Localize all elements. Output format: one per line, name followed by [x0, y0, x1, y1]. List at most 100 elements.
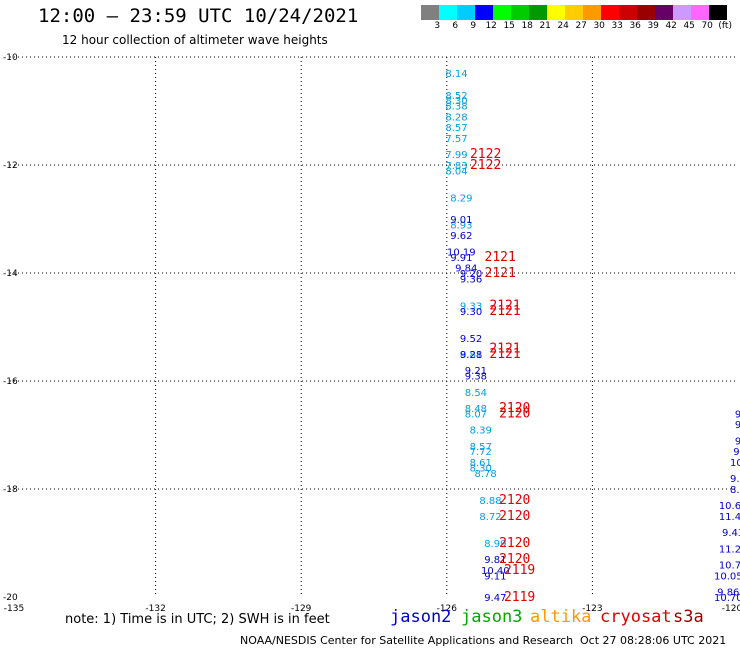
- time-label: 2121: [489, 347, 520, 362]
- swh-value-label: 10.64: [719, 501, 740, 512]
- footer-note: note: 1) Time is in UTC; 2) SWH is in fe…: [65, 612, 330, 627]
- swh-value-label: 7.72: [470, 447, 492, 458]
- time-label: 2120: [499, 536, 530, 551]
- colorbar-label: 24: [557, 21, 569, 31]
- swh-value-label: 8.48: [465, 404, 487, 415]
- colorbar-label: (ft): [718, 21, 732, 31]
- swh-value-label: 9: [735, 436, 740, 447]
- colorbar-swatch: [583, 5, 601, 20]
- swh-value-label: 9.01: [450, 215, 472, 226]
- colorbar-swatch: [457, 5, 475, 20]
- swh-value-label: 9: [735, 420, 740, 431]
- swh-value-label: 10.70: [714, 593, 740, 604]
- colorbar-label: 21: [539, 21, 551, 31]
- swh-value-label: 8.57: [470, 442, 492, 453]
- colorbar-labels: 3 6 9 12 15 18 21 24 27 30 33 36 39 42 45 70 (ft): [421, 21, 732, 35]
- colorbar-label: 70: [701, 21, 713, 31]
- swh-value-label: 9.28: [460, 350, 482, 361]
- time-label: 2121: [489, 298, 520, 313]
- time-label: 2120: [499, 493, 530, 508]
- chart-subtitle: 12 hour collection of altimeter wave hei…: [62, 33, 328, 47]
- x-tick-label: -132: [145, 604, 165, 614]
- time-label: 2121: [485, 250, 516, 265]
- colorbar-swatch: [529, 5, 547, 20]
- swh-value-label: 9.33: [460, 301, 482, 312]
- credit-line: NOAA/NESDIS Center for Satellite Applica…: [240, 634, 574, 647]
- swh-value-label: 7.83: [445, 161, 467, 172]
- colorbar-label: 42: [665, 21, 677, 31]
- swh-value-label: 9.43: [722, 528, 740, 539]
- swh-value-label: 9.62: [450, 231, 472, 242]
- swh-value-label: 8.88: [479, 496, 501, 507]
- time-label: 2119: [504, 590, 535, 605]
- colorbar-label: 30: [593, 21, 605, 31]
- swh-value-label: 8.57: [445, 123, 467, 134]
- time-label: 2122: [470, 158, 501, 173]
- swh-value-label: 9.11: [484, 571, 506, 582]
- colorbar-swatch: [673, 5, 691, 20]
- x-tick-label: -129: [291, 604, 312, 614]
- x-tick-label: -120: [722, 604, 740, 614]
- swh-value-label: 11.26: [719, 544, 740, 555]
- swh-value-label: 10.19: [447, 247, 476, 258]
- swh-value-label: 8.78: [474, 469, 496, 480]
- colorbar-swatch: [547, 5, 565, 20]
- legend-s3a: s3a: [673, 607, 704, 627]
- colorbar-swatch: [493, 5, 511, 20]
- swh-value-label: 8.54: [465, 388, 487, 399]
- legend-jason3: jason3: [461, 607, 523, 627]
- time-label: 2120: [499, 401, 530, 416]
- colorbar-label: 36: [629, 21, 641, 31]
- time-label: 2121: [485, 266, 516, 281]
- colorbar-label: 39: [647, 21, 659, 31]
- swh-value-label: 10.: [730, 458, 740, 469]
- colorbar-swatch: [421, 5, 439, 20]
- swh-value-label: 9.86: [717, 588, 739, 599]
- legend-jason2: jason2: [390, 607, 452, 627]
- time-label: 2120: [499, 509, 530, 524]
- colorbar-label: 45: [683, 21, 695, 31]
- time-label: 2121: [489, 342, 520, 357]
- swh-value-label: 7.57: [445, 134, 467, 145]
- colorbar-label: 9: [470, 21, 477, 31]
- y-tick-label: -14: [3, 269, 18, 279]
- y-tick-label: -16: [3, 377, 18, 387]
- swh-value-label: 9.7: [730, 474, 740, 485]
- swh-value-label: 8.81: [460, 350, 482, 361]
- swh-value-label: 8.52: [445, 91, 467, 102]
- swh-value-label: 8.30: [470, 463, 492, 474]
- swh-value-label: 8.28: [445, 112, 467, 123]
- x-tick-label: -126: [437, 604, 458, 614]
- generation-timestamp: Oct 27 08:28:06 UTC 2021: [580, 634, 727, 647]
- legend-cryosat: cryosat: [600, 607, 672, 627]
- time-label: 2121: [489, 304, 520, 319]
- swh-value-label: 9: [735, 409, 740, 420]
- swh-value-label: 11.41: [719, 512, 740, 523]
- colorbar-label: 6: [452, 21, 459, 31]
- swh-value-label: 8.99: [484, 539, 506, 550]
- swh-value-label: 8.14: [445, 69, 467, 80]
- colorbar-swatch: [619, 5, 637, 20]
- colorbar-label: 15: [503, 21, 515, 31]
- colorbar-label: 3: [434, 21, 441, 31]
- y-tick-label: -12: [3, 161, 18, 171]
- swh-value-label: 10.05: [714, 571, 740, 582]
- swh-value-label: 9.52: [460, 334, 482, 345]
- swh-value-label: 9.21: [465, 366, 487, 377]
- y-tick-label: -10: [3, 53, 18, 63]
- colorbar-swatch: [565, 5, 583, 20]
- y-tick-label: -20: [3, 593, 18, 603]
- colorbar-swatch: [439, 5, 457, 20]
- swh-value-label: 9.30: [460, 307, 482, 318]
- x-tick-label: -135: [4, 604, 24, 614]
- swh-value-label: 8.04: [445, 166, 467, 177]
- colorbar: [421, 5, 727, 20]
- swh-value-label: 8.72: [479, 512, 501, 523]
- swh-value-label: 9.20: [460, 269, 482, 280]
- swh-value-label: 9.38: [465, 372, 487, 383]
- swh-value-label: 9.91: [450, 253, 472, 264]
- time-label: 2120: [499, 552, 530, 567]
- swh-value-label: 9.: [733, 447, 740, 458]
- time-label: 2120: [499, 406, 530, 421]
